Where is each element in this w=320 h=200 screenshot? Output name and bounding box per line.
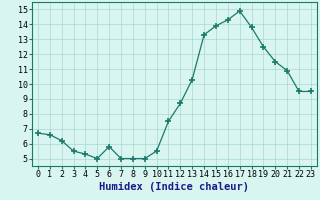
X-axis label: Humidex (Indice chaleur): Humidex (Indice chaleur): [100, 182, 249, 192]
